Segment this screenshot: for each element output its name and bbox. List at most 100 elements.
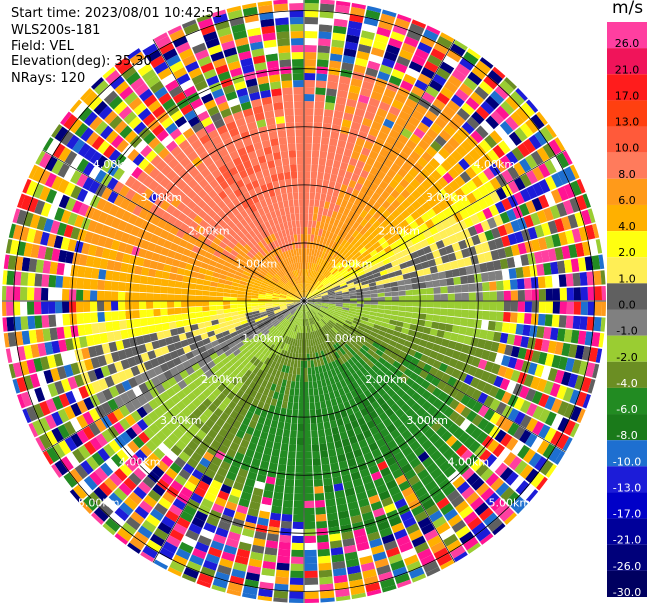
velocity-gate xyxy=(472,188,483,201)
velocity-gate xyxy=(337,168,346,178)
velocity-gate xyxy=(534,456,548,472)
velocity-gate xyxy=(234,271,243,277)
velocity-gate xyxy=(286,303,294,306)
velocity-gate xyxy=(395,274,404,282)
velocity-gate xyxy=(477,418,490,431)
velocity-gate xyxy=(185,529,200,541)
velocity-gate xyxy=(210,479,223,490)
velocity-gate xyxy=(416,248,426,257)
velocity-gate xyxy=(193,215,203,225)
velocity-gate xyxy=(191,156,203,168)
velocity-gate xyxy=(279,261,285,269)
velocity-gate xyxy=(177,168,189,180)
velocity-gate xyxy=(219,460,231,471)
velocity-gate xyxy=(318,320,325,327)
velocity-gate xyxy=(536,209,548,224)
velocity-gate xyxy=(337,237,345,245)
velocity-gate xyxy=(439,129,452,142)
velocity-gate xyxy=(544,235,555,249)
velocity-gate xyxy=(304,367,308,375)
velocity-gate xyxy=(401,486,414,498)
velocity-gate xyxy=(379,444,390,455)
velocity-gate xyxy=(203,280,212,286)
velocity-gate xyxy=(507,165,520,180)
velocity-gate xyxy=(454,284,462,293)
velocity-gate xyxy=(230,345,239,353)
velocity-gate xyxy=(370,500,383,511)
velocity-gate xyxy=(477,197,489,210)
velocity-gate xyxy=(224,280,233,286)
velocity-gate xyxy=(307,302,315,305)
velocity-gate xyxy=(388,515,402,527)
velocity-gate xyxy=(264,220,271,229)
velocity-gate xyxy=(326,512,338,521)
velocity-gate xyxy=(280,252,286,260)
velocity-gate xyxy=(58,440,72,456)
velocity-gate xyxy=(233,274,242,281)
velocity-gate xyxy=(390,314,398,321)
velocity-gate xyxy=(195,224,205,234)
velocity-gate xyxy=(460,196,471,208)
velocity-gate xyxy=(227,582,243,593)
velocity-gate xyxy=(258,307,266,311)
velocity-gate xyxy=(288,322,293,330)
velocity-gate xyxy=(440,159,453,172)
velocity-gate xyxy=(476,157,489,171)
velocity-gate xyxy=(408,423,419,435)
velocity-gate xyxy=(341,474,352,483)
velocity-gate xyxy=(252,366,260,375)
velocity-gate xyxy=(359,124,371,134)
velocity-gate xyxy=(515,106,530,122)
velocity-gate xyxy=(281,277,288,284)
velocity-gate xyxy=(139,301,147,310)
velocity-gate xyxy=(424,480,438,492)
velocity-gate xyxy=(235,242,244,250)
velocity-gate xyxy=(541,222,552,236)
velocity-gate xyxy=(83,312,92,324)
velocity-gate xyxy=(384,301,392,306)
velocity-gate xyxy=(404,492,418,504)
velocity-gate xyxy=(320,327,326,335)
velocity-gate xyxy=(557,169,570,185)
velocity-gate xyxy=(519,400,532,414)
velocity-gate xyxy=(379,269,388,276)
velocity-gate xyxy=(225,276,234,282)
velocity-gate xyxy=(537,313,546,326)
velocity-gate xyxy=(259,431,269,440)
velocity-gate xyxy=(289,271,294,279)
velocity-gate xyxy=(308,255,312,263)
velocity-gate xyxy=(328,292,336,296)
velocity-gate xyxy=(313,479,323,487)
velocity-gate xyxy=(221,345,231,353)
velocity-gate xyxy=(323,392,331,401)
velocity-gate xyxy=(320,0,335,5)
velocity-gate xyxy=(159,362,170,373)
velocity-gate xyxy=(228,364,237,373)
velocity-gate xyxy=(308,310,313,318)
velocity-gate xyxy=(253,358,261,367)
velocity-gate xyxy=(182,445,195,457)
velocity-gate xyxy=(215,64,229,75)
velocity-gate xyxy=(389,352,399,361)
velocity-gate xyxy=(461,309,469,318)
velocity-gate xyxy=(471,414,484,427)
velocity-gate xyxy=(276,313,283,319)
velocity-gate xyxy=(300,304,303,312)
velocity-gate xyxy=(361,474,373,485)
velocity-gate xyxy=(324,340,331,349)
velocity-gate xyxy=(312,289,319,295)
velocity-gate xyxy=(245,514,258,524)
velocity-gate xyxy=(347,383,355,392)
velocity-gate xyxy=(453,317,462,326)
velocity-gate xyxy=(304,437,312,445)
velocity-gate xyxy=(134,449,148,462)
velocity-gate xyxy=(422,326,432,335)
velocity-gate xyxy=(275,255,281,263)
velocity-gate xyxy=(362,287,371,292)
velocity-gate xyxy=(266,261,274,269)
velocity-gate xyxy=(235,474,247,485)
velocity-gate xyxy=(405,295,413,301)
velocity-gate xyxy=(536,378,548,393)
velocity-gate xyxy=(556,328,566,342)
velocity-gate xyxy=(207,546,223,558)
